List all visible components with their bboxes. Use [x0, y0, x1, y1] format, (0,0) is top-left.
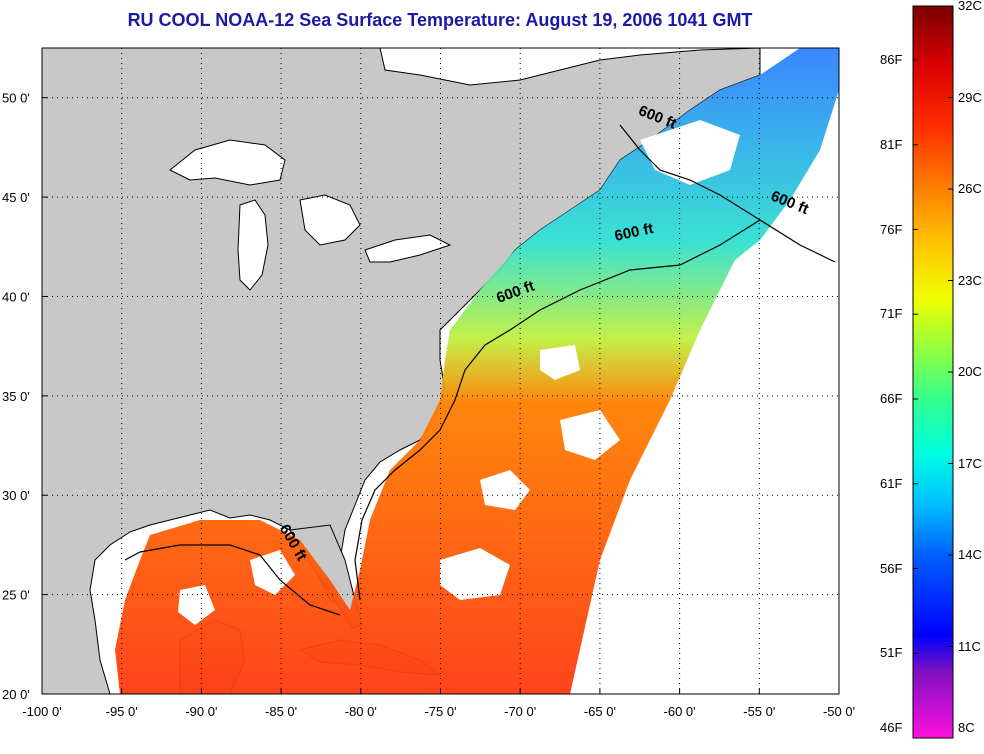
colorbar-celsius-label: 26C	[958, 181, 982, 196]
colorbar-celsius-label: 14C	[958, 547, 982, 562]
lake-michigan	[237, 199, 269, 291]
lat-tick-label: 30 0'	[2, 488, 30, 503]
colorbar-ticks	[913, 5, 953, 739]
lat-tick-label: 40 0'	[2, 289, 30, 304]
lon-tick-label: -90 0'	[185, 704, 217, 719]
latitude-ticks: 20 0' 25 0' 30 0' 35 0' 40 0' 45 0' 50 0'	[2, 91, 47, 702]
lat-tick-label: 35 0'	[2, 389, 30, 404]
lon-tick-label: -55 0'	[743, 704, 775, 719]
lon-tick-label: -80 0'	[345, 704, 377, 719]
cloud-patch	[440, 548, 510, 600]
colorbar-celsius-label: 8C	[958, 720, 975, 735]
lon-tick-label: -60 0'	[664, 704, 696, 719]
colorbar-celsius-label: 23C	[958, 272, 982, 288]
cloud-patch	[540, 345, 580, 380]
lon-tick-label: -50 0'	[823, 704, 855, 719]
lon-tick-label: -75 0'	[424, 704, 456, 719]
lake-huron	[299, 194, 361, 246]
lat-tick-label: 20 0'	[2, 687, 30, 702]
colorbar-fahrenheit-label: 61F	[880, 475, 903, 491]
colorbar-fahrenheit-label: 81F	[880, 136, 903, 152]
lon-tick-label: -70 0'	[504, 704, 536, 719]
land-mass	[42, 48, 761, 694]
lon-tick-label: -100 0'	[22, 704, 61, 719]
map-title: RU COOL NOAA-12 Sea Surface Temperature:…	[127, 10, 753, 30]
lat-tick-label: 50 0'	[2, 91, 30, 106]
lon-tick-label: -85 0'	[265, 704, 297, 719]
colorbar-fahrenheit-label: 51F	[880, 645, 903, 661]
lon-tick-label: -65 0'	[584, 704, 616, 719]
longitude-ticks: -100 0' -95 0' -90 0' -85 0' -80 0' -75 0' -70…	[22, 689, 855, 719]
colorbar	[912, 5, 954, 739]
colorbar-fahrenheit-label: 46F	[880, 720, 903, 735]
colorbar-celsius-label: 20C	[958, 364, 982, 379]
colorbar-fahrenheit-label: 86F	[880, 52, 903, 67]
sst-swath	[115, 48, 839, 694]
lake-erie-ontario	[364, 234, 452, 263]
colorbar-celsius-label: 11C	[958, 638, 981, 654]
colorbar-fahrenheit-label: 76F	[880, 221, 903, 237]
cloud-patch	[480, 470, 530, 510]
lake-superior	[169, 139, 286, 186]
colorbar-celsius-label: 17C	[958, 455, 982, 471]
colorbar-celsius-label: 29C	[958, 89, 982, 105]
lat-tick-label: 25 0'	[2, 588, 30, 603]
600ft-contour	[124, 124, 836, 616]
lat-tick-label: 45 0'	[2, 190, 30, 205]
colorbar-fahrenheit-label: 71F	[880, 306, 903, 322]
colorbar-fahrenheit-label: 56F	[880, 560, 903, 576]
lon-tick-label: -95 0'	[106, 704, 138, 719]
colorbar-fahrenheit-label: 66F	[880, 391, 903, 406]
cloud-patch	[640, 120, 740, 185]
colorbar-celsius-label: 32C	[958, 0, 982, 13]
cloud-patch	[560, 410, 620, 460]
